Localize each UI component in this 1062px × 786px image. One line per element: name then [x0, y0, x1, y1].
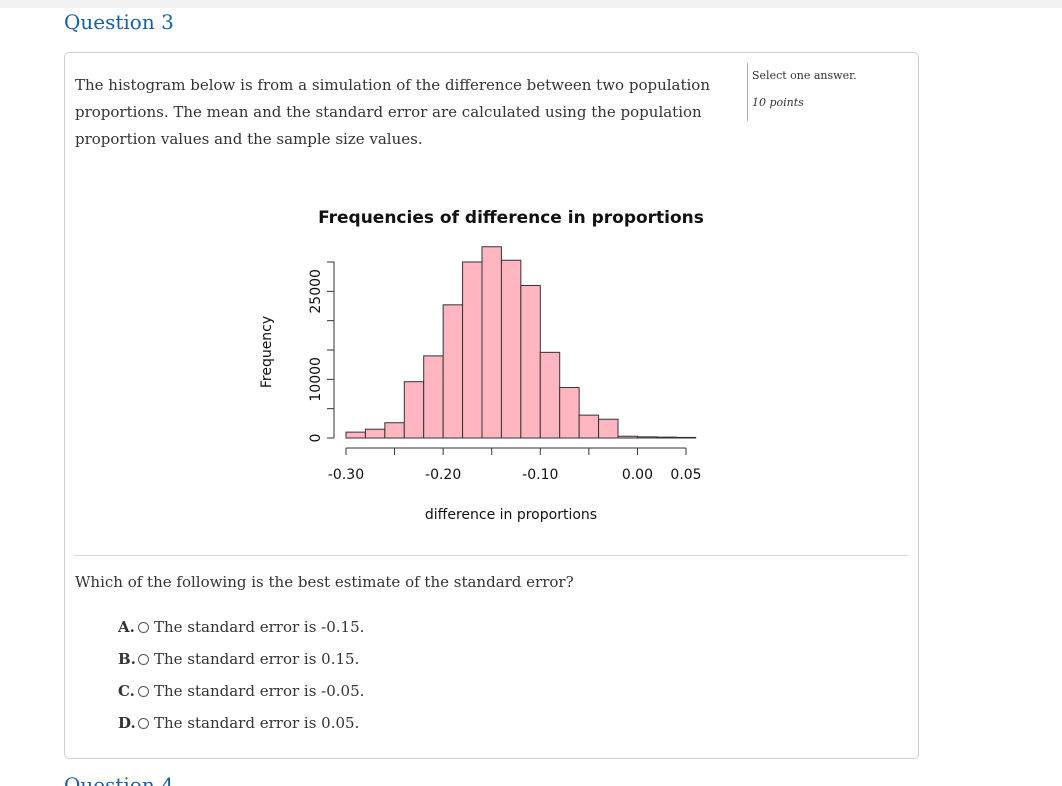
points-label: 10 points [752, 96, 804, 109]
option-text: The standard error is -0.15. [154, 618, 365, 636]
y-axis-label: Frequency [259, 316, 275, 388]
y-axis: 0 10000 25000 [308, 261, 335, 443]
histogram-bar [384, 422, 405, 439]
x-axis: -0.30 -0.20 -0.10 0.00 0.05 [328, 447, 702, 483]
option-text: The standard error is 0.05. [154, 714, 360, 732]
histogram-chart: Frequencies of difference in proportions… [259, 208, 704, 523]
x-tick-label: -0.20 [425, 467, 461, 483]
histogram-bar [520, 284, 541, 439]
question-intro: The histogram below is from a simulation… [75, 76, 710, 148]
select-instruction: Select one answer. [752, 69, 857, 82]
option-letter: A. [118, 618, 135, 636]
histogram-bar [636, 436, 658, 439]
histogram-bar [403, 381, 425, 439]
option-c[interactable]: C. The standard error is -0.05. [118, 675, 364, 707]
option-b[interactable]: B. The standard error is 0.15. [118, 643, 364, 675]
histogram-bar [481, 246, 502, 439]
histogram-bar [500, 259, 522, 439]
histogram-bar [364, 428, 386, 439]
top-bar [0, 0, 1062, 8]
option-d[interactable]: D. The standard error is 0.05. [118, 707, 364, 739]
radio-icon[interactable] [138, 717, 149, 729]
histogram-bar [656, 436, 677, 439]
option-text: The standard error is -0.05. [154, 682, 365, 700]
histogram-bar [559, 387, 580, 439]
histogram-bar [539, 351, 561, 439]
next-question-title: Question 4 [64, 773, 174, 786]
histogram-bar [442, 304, 464, 439]
x-tick-label: 0.05 [670, 467, 701, 483]
histogram-bar [423, 355, 444, 439]
radio-icon[interactable] [138, 653, 149, 665]
option-letter: B. [118, 650, 136, 668]
option-a[interactable]: A. The standard error is -0.15. [118, 611, 364, 643]
y-tick-label: 10000 [308, 357, 324, 402]
histogram-bar [598, 418, 619, 439]
question-title: Question 3 [64, 10, 174, 34]
histogram-bar [675, 436, 697, 439]
x-tick-label: -0.10 [522, 467, 558, 483]
option-letter: C. [118, 682, 135, 700]
option-letter: D. [118, 714, 136, 732]
histogram-bars [345, 246, 697, 439]
x-tick-label: 0.00 [622, 467, 653, 483]
radio-icon[interactable] [138, 621, 149, 633]
histogram-bar [617, 435, 638, 439]
option-text: The standard error is 0.15. [154, 650, 360, 668]
answer-options: A. The standard error is -0.15. B. The s… [118, 611, 364, 739]
histogram-bar [578, 414, 600, 439]
divider [75, 555, 908, 556]
histogram-bar [462, 261, 483, 439]
y-tick-label: 0 [308, 434, 324, 443]
question-prompt: Which of the following is the best estim… [75, 573, 574, 591]
x-tick-label: -0.30 [328, 467, 364, 483]
radio-icon[interactable] [138, 685, 149, 697]
histogram-bar [345, 431, 366, 439]
x-axis-label: difference in proportions [425, 507, 597, 523]
question-meta: Select one answer. 10 points [747, 63, 872, 121]
chart-title: Frequencies of difference in proportions [318, 208, 704, 228]
y-tick-label: 25000 [308, 269, 324, 314]
